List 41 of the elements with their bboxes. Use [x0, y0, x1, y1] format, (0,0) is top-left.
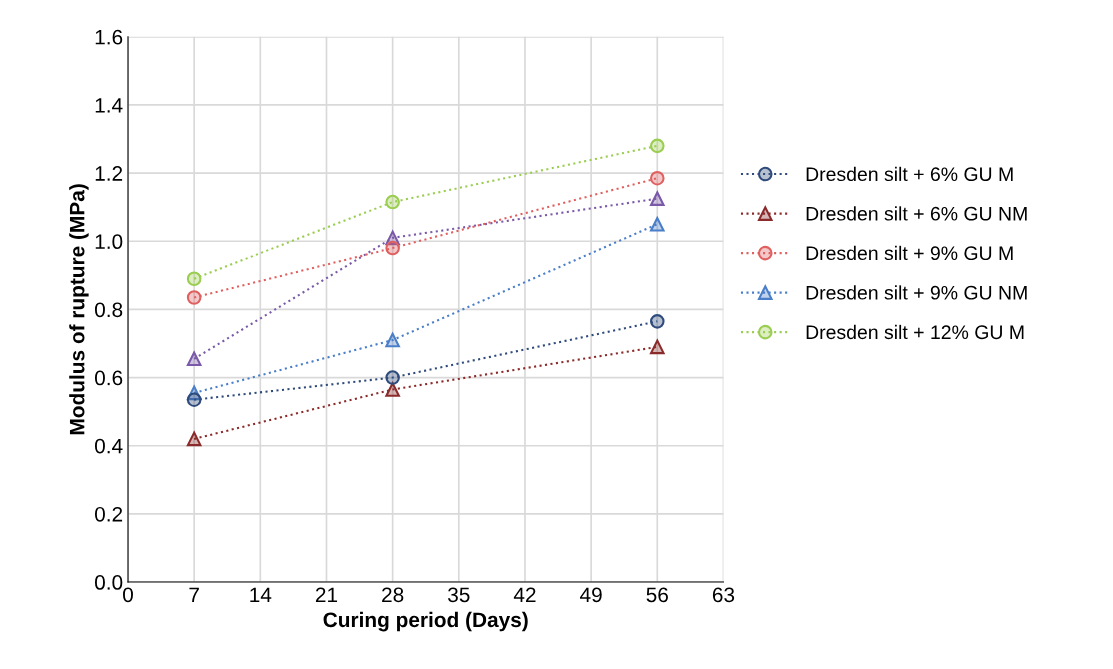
- point: [385, 332, 400, 348]
- x-tick-label: 56: [646, 587, 668, 603]
- point: [650, 191, 665, 206]
- point: [186, 290, 202, 305]
- x-tick-label: 42: [513, 587, 536, 602]
- point: [385, 240, 400, 256]
- point: [650, 138, 665, 154]
- x-tick-label: 49: [580, 587, 602, 603]
- legend-label: Dresden silt + 12% GU M: [806, 324, 1024, 340]
- point: [186, 392, 202, 408]
- x-tick-label: 0: [123, 587, 133, 603]
- x-tick-label: 28: [382, 587, 404, 603]
- x-tick-label: 21: [315, 587, 338, 602]
- y-tick-label: 0.0: [94, 575, 123, 590]
- point: [186, 271, 202, 287]
- y-tick-label: 1.4: [95, 98, 123, 113]
- y-tick-label: 0.4: [94, 438, 123, 454]
- legend-label: Dresden silt + 9% GU M: [806, 245, 1013, 261]
- y-tick-label: 0.8: [94, 302, 123, 318]
- x-tick-label: 63: [712, 587, 735, 603]
- point: [186, 351, 202, 367]
- x-tick-label: 7: [189, 587, 199, 602]
- legend-label: Dresden silt + 6% GU NM: [806, 206, 1027, 221]
- x-axis-title: Curing period (Days): [323, 611, 528, 632]
- point: [650, 170, 665, 186]
- x-tick-label: 35: [448, 587, 470, 603]
- y-tick-label: 1.6: [95, 29, 123, 45]
- point: [385, 194, 400, 210]
- point: [186, 431, 202, 447]
- legend-label: Dresden silt + 6% GU M: [806, 166, 1013, 182]
- point: [650, 314, 665, 329]
- y-tick-label: 1.0: [95, 234, 123, 250]
- y-tick-label: 0.6: [94, 370, 123, 386]
- point: [650, 216, 665, 232]
- y-axis-title: Modulus of rupture (MPa): [69, 184, 89, 435]
- legend-label: Dresden silt + 9% GU NM: [806, 285, 1027, 300]
- point: [385, 370, 400, 385]
- y-tick-label: 0.2: [94, 506, 123, 522]
- x-tick-label: 14: [250, 587, 272, 602]
- point: [650, 339, 665, 355]
- y-tick-label: 1.2: [95, 166, 123, 181]
